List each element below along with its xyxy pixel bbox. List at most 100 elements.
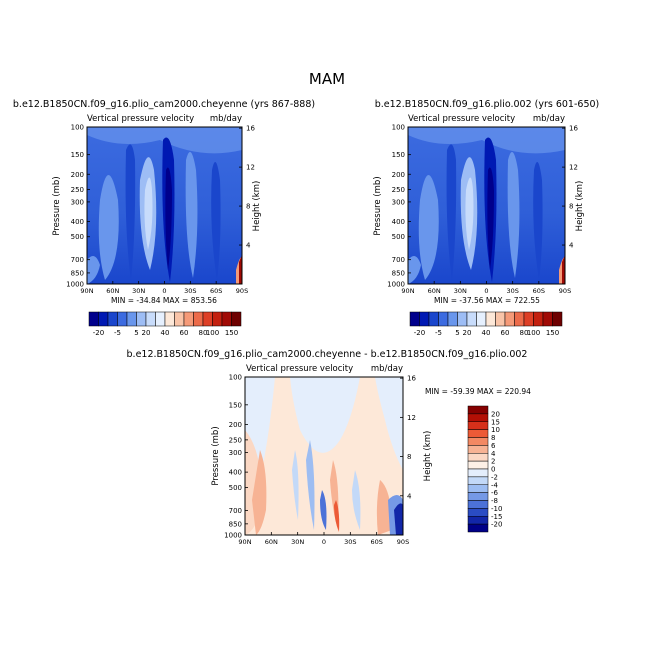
colorbar-label: 8: [491, 434, 495, 442]
p2-y-tick-label: 1000: [387, 281, 405, 289]
colorbar-label: 40: [161, 329, 170, 337]
p1-x-tick-label: 60S: [210, 287, 222, 295]
panel-3-case-title: b.e12.B1850CN.f09_g16.plio_cam2000.cheye…: [127, 349, 528, 360]
p1-y-tick-label: 400: [71, 218, 84, 226]
p2-x-tick-label: 30N: [454, 287, 467, 295]
p2-x-tick-label: 60N: [428, 287, 441, 295]
colorbar-label: -2: [491, 473, 498, 481]
p3-y-tick-label: 150: [229, 401, 242, 409]
p2-y-tick-label: 100: [392, 124, 405, 132]
panel-3-units-label: mb/day: [371, 364, 403, 374]
colorbar-swatch: [467, 508, 489, 517]
p3-x-tick-label: 30N: [291, 538, 304, 546]
colorbar-swatch: [126, 311, 137, 327]
colorbar-swatch: [193, 311, 204, 327]
colorbar-label: 100: [206, 329, 219, 337]
p3-y-tick-label: 700: [229, 507, 242, 515]
colorbar-label: 5: [134, 329, 138, 337]
p3-y-tick-label: 300: [229, 449, 242, 457]
p3-y-tick-label: 400: [229, 469, 242, 477]
colorbar-swatch: [98, 311, 109, 327]
p1-x-tick-label: 60N: [106, 287, 119, 295]
panel-2-units-label: mb/day: [533, 114, 565, 124]
p3-y-tick-label: 100: [229, 374, 242, 382]
p1-y2-tick-label: 16: [246, 125, 255, 133]
colorbar-swatch: [164, 311, 175, 327]
p3-y-tick-label: 1000: [224, 532, 242, 540]
colorbar-swatch: [514, 311, 525, 327]
panel-1-contour-field: [87, 127, 242, 284]
p2-y-tick-label: 300: [392, 198, 405, 206]
colorbar-swatch: [155, 311, 166, 327]
panel-2: b.e12.B1850CN.f09_g16.plio.002 (yrs 601-…: [373, 99, 599, 337]
panel-3-x-axis: 90N 60N 30N 0 30S 60S 90S: [238, 532, 409, 546]
panel-2-y-axis-title: Pressure (mb): [373, 176, 383, 235]
colorbar-label: 5: [455, 329, 459, 337]
p1-x-tick-label: 30S: [184, 287, 196, 295]
colorbar-swatch: [117, 311, 128, 327]
colorbar-label: 0: [491, 466, 495, 474]
colorbar-swatch: [504, 311, 515, 327]
p1-y-tick-label: 200: [71, 171, 84, 179]
colorbar-swatch: [221, 311, 232, 327]
colorbar-label: -20: [491, 521, 502, 529]
colorbar-swatch: [466, 311, 477, 327]
panel-3-y2-axis-title: Height (km): [423, 431, 433, 482]
colorbar-swatch: [467, 437, 489, 446]
colorbar-label: -15: [491, 513, 502, 521]
panel-3: b.e12.B1850CN.f09_g16.plio_cam2000.cheye…: [127, 349, 532, 546]
colorbar-label: 80: [199, 329, 208, 337]
colorbar-label: -5: [114, 329, 121, 337]
colorbar-swatch: [467, 523, 489, 533]
colorbar-swatch: [476, 311, 487, 327]
p3-y2-tick-label: 8: [407, 453, 411, 461]
colorbar-label: 20: [142, 329, 151, 337]
panel-1-x-axis: 90N 60N 30N 0 30S 60S 90S: [80, 281, 248, 295]
colorbar-label: -6: [491, 489, 499, 497]
panel-1-min-max: MIN = -34.84 MAX = 853.56: [111, 296, 217, 305]
colorbar-swatch: [438, 311, 449, 327]
colorbar-swatch: [419, 311, 430, 327]
panel-1-y-axis-title: Pressure (mb): [52, 176, 62, 235]
p1-y-tick-label: 150: [71, 151, 84, 159]
colorbar-swatch: [136, 311, 147, 327]
p3-x-tick-label: 60S: [370, 538, 382, 546]
colorbar-label: 60: [501, 329, 510, 337]
p1-y-tick-label: 700: [71, 256, 84, 264]
colorbar-label: -4: [491, 481, 499, 489]
colorbar-swatch: [467, 445, 489, 454]
p2-y2-tick-label: 8: [569, 203, 573, 211]
colorbar-label: 40: [482, 329, 491, 337]
p1-y-tick-label: 850: [71, 269, 84, 277]
p3-y-tick-label: 500: [229, 484, 242, 492]
colorbar-swatch: [467, 413, 489, 422]
colorbar-swatch: [231, 311, 242, 327]
colorbar-swatch: [467, 460, 489, 470]
p3-x-tick-label: 0: [322, 538, 326, 546]
panel-3-min-max: MIN = -59.39 MAX = 220.94: [425, 387, 531, 396]
panel-2-min-max: MIN = -37.56 MAX = 722.55: [434, 296, 540, 305]
colorbar-label: -5: [435, 329, 442, 337]
p2-y-tick-label: 200: [392, 171, 405, 179]
colorbar-label: -10: [491, 505, 502, 513]
colorbar-swatch: [409, 311, 420, 327]
p2-y-tick-label: 150: [392, 151, 405, 159]
p2-y2-tick-label: 12: [569, 164, 578, 172]
p3-x-tick-label: 90N: [238, 538, 251, 546]
p2-y-tick-label: 850: [392, 269, 405, 277]
colorbar-swatch: [467, 429, 489, 438]
p2-y-tick-label: 400: [392, 218, 405, 226]
p2-y-tick-label: 700: [392, 256, 405, 264]
panel-1-units-label: mb/day: [210, 114, 242, 124]
p1-x-tick-label: 0: [162, 287, 166, 295]
p3-y2-tick-label: 4: [407, 492, 412, 500]
p3-x-tick-label: 30S: [344, 538, 356, 546]
colorbar-swatch: [428, 311, 439, 327]
colorbar-label: 150: [546, 329, 559, 337]
p3-x-tick-label: 60N: [265, 538, 278, 546]
p3-x-tick-label: 90S: [397, 538, 409, 546]
colorbar-swatch: [457, 311, 468, 327]
